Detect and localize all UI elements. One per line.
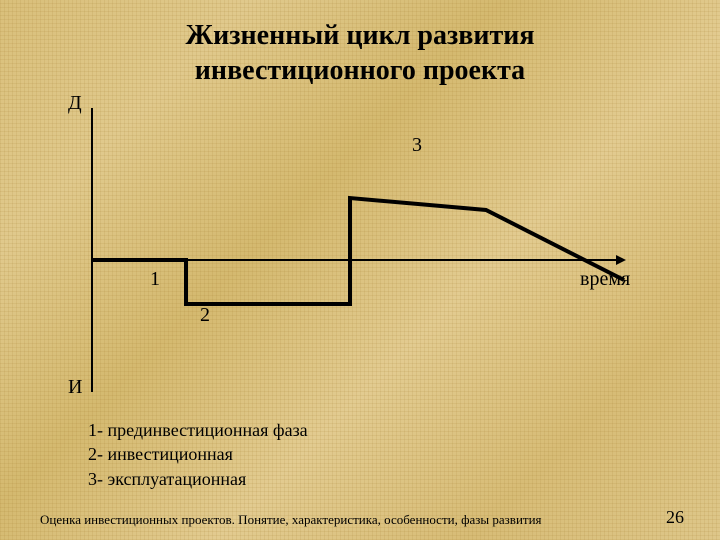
- page-number: 26: [666, 507, 684, 528]
- phase-1-label: 1: [150, 268, 160, 291]
- y-axis-top-label: Д: [68, 92, 82, 115]
- x-axis-arrow: [616, 255, 626, 265]
- legend: 1- прединвестиционная фаза 2- инвестицио…: [88, 418, 308, 491]
- footer-text: Оценка инвестиционных проектов. Понятие,…: [40, 512, 542, 528]
- chart-axes: [92, 108, 626, 392]
- legend-item: 2- инвестиционная: [88, 442, 308, 466]
- legend-item: 3- эксплуатационная: [88, 467, 308, 491]
- x-axis-label: время: [580, 268, 630, 291]
- y-axis-bottom-label: И: [68, 376, 82, 399]
- phase-3-label: 3: [412, 134, 422, 157]
- legend-item: 1- прединвестиционная фаза: [88, 418, 308, 442]
- phase-2-label: 2: [200, 304, 210, 327]
- lifecycle-series: [92, 198, 624, 304]
